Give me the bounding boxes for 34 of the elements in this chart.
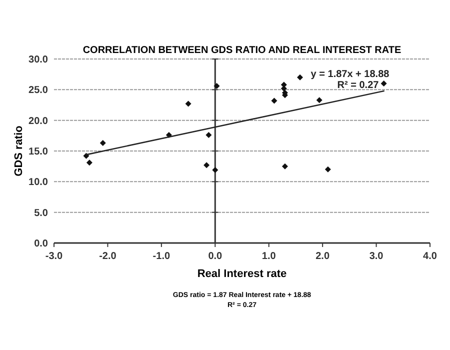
y-tick-label: 0.0 [34, 238, 48, 250]
point [297, 74, 304, 80]
point [206, 132, 212, 138]
x-tick-label: 4.0 [423, 251, 438, 262]
point [86, 160, 92, 166]
point [204, 162, 210, 168]
chart-title: CORRELATION BETWEEN GDS RATIO AND REAL INTEREST RATE [82, 45, 402, 56]
point [271, 98, 278, 104]
point [214, 82, 220, 89]
x-axis-title: Real Interest rate [197, 268, 287, 280]
annotation: y = 1.87x + 18.88 [310, 69, 390, 80]
point [380, 80, 387, 87]
point [212, 167, 218, 174]
x-tick-label: 1.0 [262, 251, 276, 262]
x-tick-label: -3.0 [45, 251, 64, 262]
y-tick-label: 15.0 [28, 146, 48, 158]
x-tick-label: -2.0 [99, 251, 117, 262]
y-tick-label: 10.0 [28, 177, 48, 188]
annotation: R² = 0.27 [337, 80, 380, 91]
x-tick-label: 3.0 [369, 251, 384, 262]
point [185, 100, 192, 107]
y-tick-label: 20.0 [28, 116, 48, 127]
point [324, 166, 331, 172]
y-tick-label: 5.0 [34, 208, 48, 219]
y-tick-label: 25.0 [28, 85, 48, 96]
point [83, 152, 90, 159]
point [282, 163, 288, 170]
x-tick-label: -1.0 [152, 251, 170, 262]
y-axis-title: GDS ratio [13, 125, 25, 176]
point [316, 97, 322, 104]
x-tick-label: 2.0 [316, 251, 330, 262]
y-tick-label: 30.0 [28, 54, 48, 66]
point [100, 140, 106, 146]
x-tick-label: 0.0 [208, 251, 223, 262]
